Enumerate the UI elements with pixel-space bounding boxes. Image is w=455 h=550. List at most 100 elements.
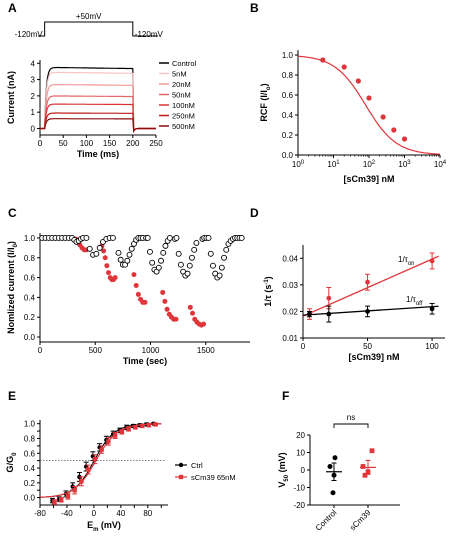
control-current-point (238, 235, 245, 241)
panel-a-y-tick-label: 2 (31, 92, 36, 101)
panel-b-y-tick-label: 0.6 (282, 91, 294, 100)
toxin-current-point (101, 248, 107, 254)
gv-toxin-point (59, 497, 64, 503)
panel-e-x-tick-label: 80 (143, 509, 152, 518)
legend-label: sCm39 65nM (191, 473, 236, 482)
control-current-point (193, 239, 200, 246)
control-current-point (207, 250, 214, 257)
panel-a-x-axis-title: Time (ms) (77, 149, 119, 159)
current-trace-4 (40, 103, 156, 133)
v50-control-point (330, 490, 336, 496)
current-trace-0 (40, 66, 156, 133)
rate-fit-line-on (302, 255, 439, 317)
control-current-point (126, 251, 133, 258)
control-current-point (175, 250, 182, 257)
panel-d-y-axis-title: 1/τ (s-1) (263, 276, 273, 306)
panel-b-x-tick-label: 101 (327, 160, 340, 169)
panel-d-label: D (250, 206, 259, 220)
panel-a-y-axis-title: Current (nA) (6, 71, 16, 124)
step-potential-label: +50mV (76, 12, 102, 21)
control-current-point (115, 249, 122, 256)
panel-a-x-tick-label: 150 (103, 139, 117, 148)
v50-control-point (327, 464, 333, 469)
control-current-point (173, 235, 180, 241)
gv-toxin-point (106, 439, 111, 444)
panel-b-x-tick-label: 103 (398, 160, 411, 169)
panel-a-x-tick-label: 200 (126, 139, 140, 148)
panel-c-x-tick-label: 1000 (142, 346, 160, 355)
panel-b-x-tick-label: 100 (292, 160, 305, 169)
legend-label: 5nM (172, 70, 187, 79)
control-current-point (86, 245, 93, 252)
panel-e-x-tick-label: 0 (92, 509, 97, 518)
panel-f-y-tick-label: 0 (301, 466, 306, 475)
control-current-point (218, 264, 225, 271)
panel-b-y-tick-label: 0.2 (282, 131, 294, 140)
toxin-current-point (187, 304, 193, 310)
panel-e-x-tick-label: 40 (116, 509, 125, 518)
v50-toxin-point (360, 464, 366, 469)
panel-f-y-axis-title: V50 (mV) (277, 452, 290, 487)
panel-d-y-tick-label: 0.04 (282, 254, 298, 263)
control-current-point (158, 257, 164, 264)
legend-label: 100nM (172, 101, 195, 110)
panel-c-y-tick-label: 0.2 (24, 313, 36, 322)
panel-e-y-tick-label: 1.0 (24, 420, 36, 429)
panel-e-x-tick-label: -80 (34, 509, 46, 518)
rate-point-on (326, 295, 332, 301)
control-current-point (124, 257, 131, 264)
panel-c-y-tick-label: 0.6 (24, 274, 36, 283)
tau-off-annotation: 1/τoff (406, 295, 423, 307)
control-current-point (83, 235, 90, 241)
panel-c-y-axis-title: Nomlized current (I/I0) (6, 241, 19, 334)
rate-point-on (365, 279, 370, 285)
significance-bracket (333, 423, 369, 428)
panel-c-y-tick-label: 0.0 (24, 333, 36, 342)
panel-a-x-tick-label: 250 (149, 139, 163, 148)
rate-point-on (429, 258, 435, 264)
v50-toxin-point (362, 472, 368, 478)
control-current-point (117, 256, 124, 263)
current-trace-2 (40, 83, 156, 133)
v50-control-point (331, 472, 337, 478)
dose-response-point (401, 136, 408, 142)
panel-e-x-axis-title: Em (mV) (87, 520, 121, 533)
panel-a-label: A (8, 1, 17, 15)
panel-e-y-tick-label: 0.0 (24, 494, 36, 503)
toxin-current-point (104, 263, 110, 269)
v50-toxin-point (369, 448, 375, 454)
panel-f-y-tick-label: -20 (293, 501, 305, 510)
panel-d-y-tick-label: 0.03 (282, 281, 298, 290)
toxin-current-point (135, 291, 141, 297)
panel-b-y-tick-label: 1.0 (282, 51, 294, 60)
control-current-point (221, 254, 227, 261)
return-potential-label: -120mV (135, 30, 164, 39)
control-current-point (96, 244, 103, 251)
panel-b-y-tick-label: 0.4 (282, 111, 294, 120)
panel-c-y-tick-label: 0.8 (24, 254, 36, 263)
panel-c-x-tick-label: 0 (38, 346, 43, 355)
panel-a-y-tick-label: 1 (31, 108, 36, 117)
current-trace-1 (40, 71, 156, 133)
control-current-point (155, 264, 162, 271)
gv-toxin-point (112, 433, 118, 438)
panel-b-x-axis-title: [sCm39] nM (343, 174, 394, 184)
legend-label: 50nM (172, 91, 191, 100)
panel-f-y-tick-label: -10 (293, 484, 305, 493)
panel-b-x-tick-label: 102 (363, 160, 376, 169)
gv-toxin-point (119, 429, 125, 435)
gv-toxin-point (133, 425, 138, 430)
panel-e-label: E (8, 389, 16, 403)
rate-point-off (365, 309, 370, 314)
legend-label: Control (172, 59, 197, 68)
legend-label: Ctrl (191, 461, 203, 470)
panel-f-category-label: Control (314, 508, 339, 533)
dose-response-point (341, 64, 347, 70)
panel-a-y-tick-label: 0 (31, 124, 36, 133)
control-current-point (128, 245, 135, 252)
toxin-current-point (133, 283, 139, 289)
dose-response-point (391, 127, 397, 133)
panel-d-y-tick-label: 0.02 (282, 307, 298, 316)
control-current-point (205, 235, 212, 241)
gv-toxin-point (153, 422, 158, 427)
